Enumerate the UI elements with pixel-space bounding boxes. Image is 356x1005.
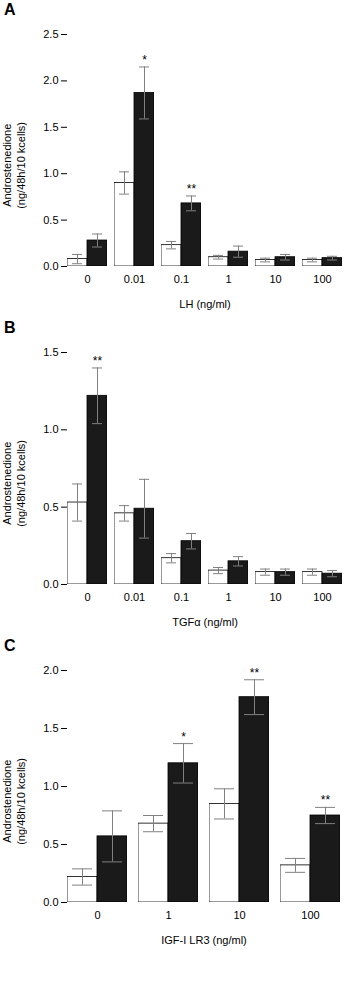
svg-text:0.0: 0.0 xyxy=(43,896,58,908)
svg-text:0.5: 0.5 xyxy=(43,214,58,226)
html-text:Androstenedione (ng/48h/10 kce: Androstenedione (ng/48h/10 kcells) xyxy=(1,757,27,845)
svg-text:0.0: 0.0 xyxy=(43,260,58,272)
svg-text:1: 1 xyxy=(165,909,171,921)
svg-text:1.5: 1.5 xyxy=(43,346,58,358)
svg-text:10: 10 xyxy=(269,591,281,603)
svg-text:0.1: 0.1 xyxy=(174,591,189,603)
svg-text:1.5: 1.5 xyxy=(43,722,58,734)
svg-text:100: 100 xyxy=(313,273,331,285)
svg-text:**: ** xyxy=(321,793,331,807)
svg-text:10: 10 xyxy=(269,273,281,285)
svg-text:1.0: 1.0 xyxy=(43,780,58,792)
svg-text:2.0: 2.0 xyxy=(43,664,58,676)
svg-text:1.5: 1.5 xyxy=(43,121,58,133)
svg-text:**: ** xyxy=(93,354,103,368)
svg-text:0.01: 0.01 xyxy=(124,591,145,603)
svg-text:1: 1 xyxy=(225,273,231,285)
html-text:Androstenedione (ng/48h/10 kce: Androstenedione (ng/48h/10 kcells) xyxy=(1,121,27,209)
svg-text:2.0: 2.0 xyxy=(43,74,58,86)
html-text:B: B xyxy=(4,319,16,336)
svg-text:0.1: 0.1 xyxy=(174,273,189,285)
svg-text:0.01: 0.01 xyxy=(124,273,145,285)
svg-text:TGFα (ng/ml): TGFα (ng/ml) xyxy=(172,616,238,628)
svg-text:1.0: 1.0 xyxy=(43,423,58,435)
svg-text:0: 0 xyxy=(84,591,90,603)
svg-text:1.0: 1.0 xyxy=(43,167,58,179)
svg-text:*: * xyxy=(181,730,186,744)
svg-text:0.5: 0.5 xyxy=(43,838,58,850)
html-text:C: C xyxy=(4,637,16,654)
svg-text:0: 0 xyxy=(84,273,90,285)
svg-text:0.0: 0.0 xyxy=(43,578,58,590)
html-text:Androstenedione (ng/48h/10 kce: Androstenedione (ng/48h/10 kcells) xyxy=(1,439,27,527)
svg-text:0: 0 xyxy=(94,909,100,921)
svg-text:10: 10 xyxy=(233,909,245,921)
svg-text:100: 100 xyxy=(301,909,319,921)
svg-text:0.5: 0.5 xyxy=(43,501,58,513)
svg-text:*: * xyxy=(142,53,147,67)
svg-text:IGF-I LR3 (ng/ml): IGF-I LR3 (ng/ml) xyxy=(161,934,247,946)
svg-text:1: 1 xyxy=(225,591,231,603)
svg-text:100: 100 xyxy=(313,591,331,603)
svg-text:**: ** xyxy=(187,182,197,196)
svg-text:2.5: 2.5 xyxy=(43,28,58,40)
svg-text:**: ** xyxy=(250,666,260,680)
html-text:A: A xyxy=(4,1,16,18)
svg-text:LH (ng/ml): LH (ng/ml) xyxy=(179,298,230,310)
